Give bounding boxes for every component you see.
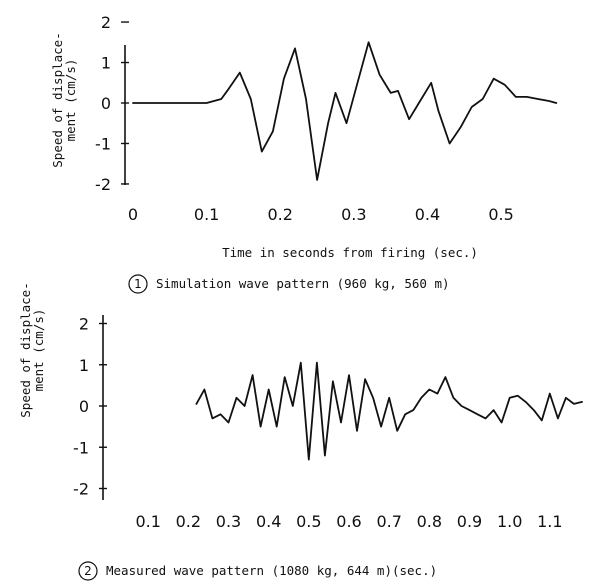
caption-number-circle <box>78 561 98 581</box>
y-tick-label: -1 <box>73 438 89 457</box>
x-tick-label: 0.3 <box>341 205 366 224</box>
x-tick-label: 0.9 <box>457 512 482 531</box>
y-axis-title: Speed of displace-ment (cm/s) <box>50 32 78 167</box>
x-tick-label: 0.4 <box>415 205 440 224</box>
x-tick-label: 0.3 <box>216 512 241 531</box>
x-tick-label: 0.5 <box>296 512 321 531</box>
caption-number-circle <box>128 274 148 294</box>
x-tick-label: 0.7 <box>376 512 401 531</box>
x-tick-label: 0 <box>128 205 138 224</box>
x-tick-label: 1.0 <box>497 512 522 531</box>
y-tick-label: -1 <box>95 134 111 153</box>
x-tick-label: 0.1 <box>194 205 219 224</box>
y-tick-label: 2 <box>79 315 89 334</box>
chart-caption: Simulation wave pattern (960 kg, 560 m) <box>156 276 450 291</box>
x-tick-label: 1.1 <box>537 512 562 531</box>
x-tick-label: 0.2 <box>268 205 293 224</box>
y-tick-label: 0 <box>101 94 111 113</box>
chart-caption: Measured wave pattern (1080 kg, 644 m)(s… <box>106 563 437 578</box>
y-tick-label: -2 <box>95 175 111 194</box>
chart-1: 2 1 0 -1 -2 0 0.1 0.2 0.3 0.4 0.5 Speed of displace… <box>50 13 558 294</box>
x-tick-label: 0.6 <box>336 512 361 531</box>
x-tick-label: 0.2 <box>176 512 201 531</box>
y-tick-label: -2 <box>73 480 89 499</box>
y-tick-label: 2 <box>101 13 111 32</box>
y-tick-label: 1 <box>101 54 111 73</box>
caption-number: 2 <box>84 564 92 578</box>
y-tick-label: 1 <box>79 356 89 375</box>
y-axis-title: Speed of displace-ment (cm/s) <box>18 282 46 417</box>
series-line <box>132 41 558 181</box>
x-tick-label: 0.5 <box>488 205 513 224</box>
caption-number: 1 <box>134 277 142 291</box>
chart-2: 2 1 0 -1 -2 0.1 0.2 0.3 0.4 0.5 0.6 0.7 0.8 0.9 1.0 1.1… <box>18 282 583 581</box>
x-tick-label: 0.1 <box>135 512 160 531</box>
x-axis-title: Time in seconds from firing (sec.) <box>222 245 478 260</box>
series-line <box>195 361 583 461</box>
y-tick-label: 0 <box>79 397 89 416</box>
x-tick-label: 0.4 <box>256 512 281 531</box>
x-tick-label: 0.8 <box>417 512 442 531</box>
